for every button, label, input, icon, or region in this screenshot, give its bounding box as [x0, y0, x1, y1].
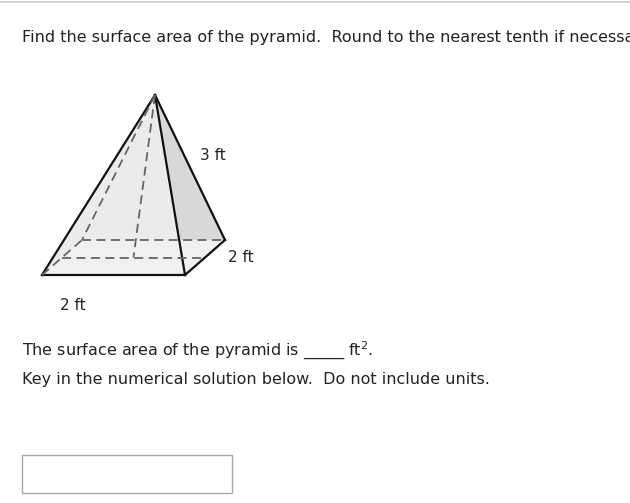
- Polygon shape: [42, 240, 225, 275]
- Text: Find the surface area of the pyramid.  Round to the nearest tenth if necessary.: Find the surface area of the pyramid. Ro…: [22, 30, 630, 45]
- Text: The surface area of the pyramid is _____ ft$^2$.: The surface area of the pyramid is _____…: [22, 340, 374, 362]
- Text: 2 ft: 2 ft: [228, 250, 254, 266]
- FancyBboxPatch shape: [22, 455, 232, 493]
- Polygon shape: [155, 95, 225, 275]
- Text: 3 ft: 3 ft: [200, 147, 226, 162]
- Polygon shape: [82, 95, 225, 240]
- Polygon shape: [42, 95, 155, 275]
- Polygon shape: [42, 95, 185, 275]
- Text: Key in the numerical solution below.  Do not include units.: Key in the numerical solution below. Do …: [22, 372, 490, 387]
- Text: 2 ft: 2 ft: [60, 298, 86, 313]
